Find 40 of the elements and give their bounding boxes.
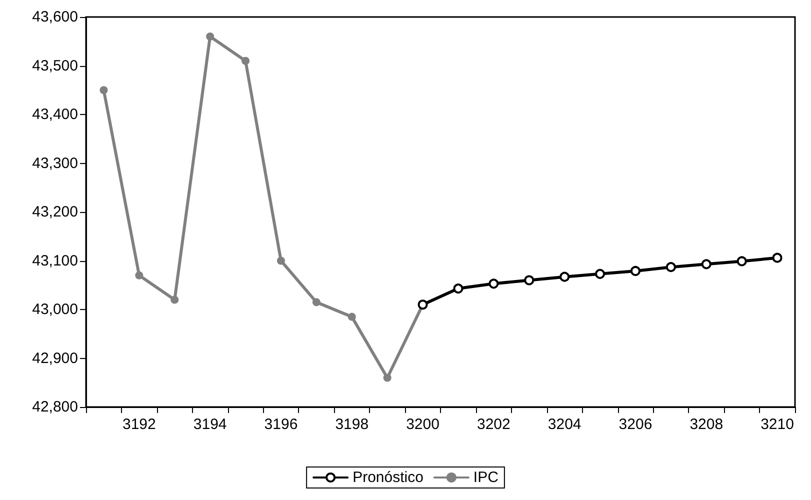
point: [595, 268, 606, 279]
point: [630, 266, 640, 276]
x-tick-label: 3202: [476, 416, 510, 433]
x-tick-label: 3192: [122, 416, 156, 433]
point: [242, 56, 250, 65]
point: [276, 256, 285, 265]
y-tick-label: 43,100: [32, 252, 78, 270]
point: [135, 271, 144, 280]
point: [170, 296, 179, 304]
x-tick-label: 3200: [406, 416, 440, 433]
x-tick-label: 3208: [690, 416, 724, 433]
legend-label: Pronóstico: [352, 469, 424, 486]
point: [666, 262, 676, 272]
y-tick-label: 43,400: [32, 106, 78, 123]
y-tick-label: 43,600: [32, 8, 78, 26]
x-tick-label: 3206: [618, 416, 652, 433]
y-tick-label: 42,900: [32, 350, 78, 367]
x-tick-label: 3196: [264, 416, 298, 433]
y-tick-label: 43,500: [32, 57, 78, 74]
y-tick-label: 42,800: [32, 398, 78, 416]
y-tick-label: 43,000: [32, 301, 78, 318]
point: [701, 259, 712, 270]
x-tick-label: 3198: [335, 416, 369, 433]
point: [560, 272, 570, 282]
point: [736, 256, 747, 266]
point: [348, 312, 356, 321]
x-tick-label: 3194: [193, 416, 227, 433]
x-tick-label: 3204: [548, 416, 582, 433]
point: [206, 32, 214, 40]
x-tick-label: 3210: [760, 416, 794, 433]
point: [524, 275, 534, 286]
y-tick-label: 43,200: [32, 204, 78, 220]
point: [772, 252, 782, 263]
point: [488, 278, 499, 289]
point: [453, 284, 464, 294]
y-tick-label: 43,300: [32, 154, 78, 172]
point: [100, 86, 108, 94]
point: [312, 298, 320, 306]
point: [383, 374, 392, 382]
legend-label: IPC: [473, 469, 499, 486]
